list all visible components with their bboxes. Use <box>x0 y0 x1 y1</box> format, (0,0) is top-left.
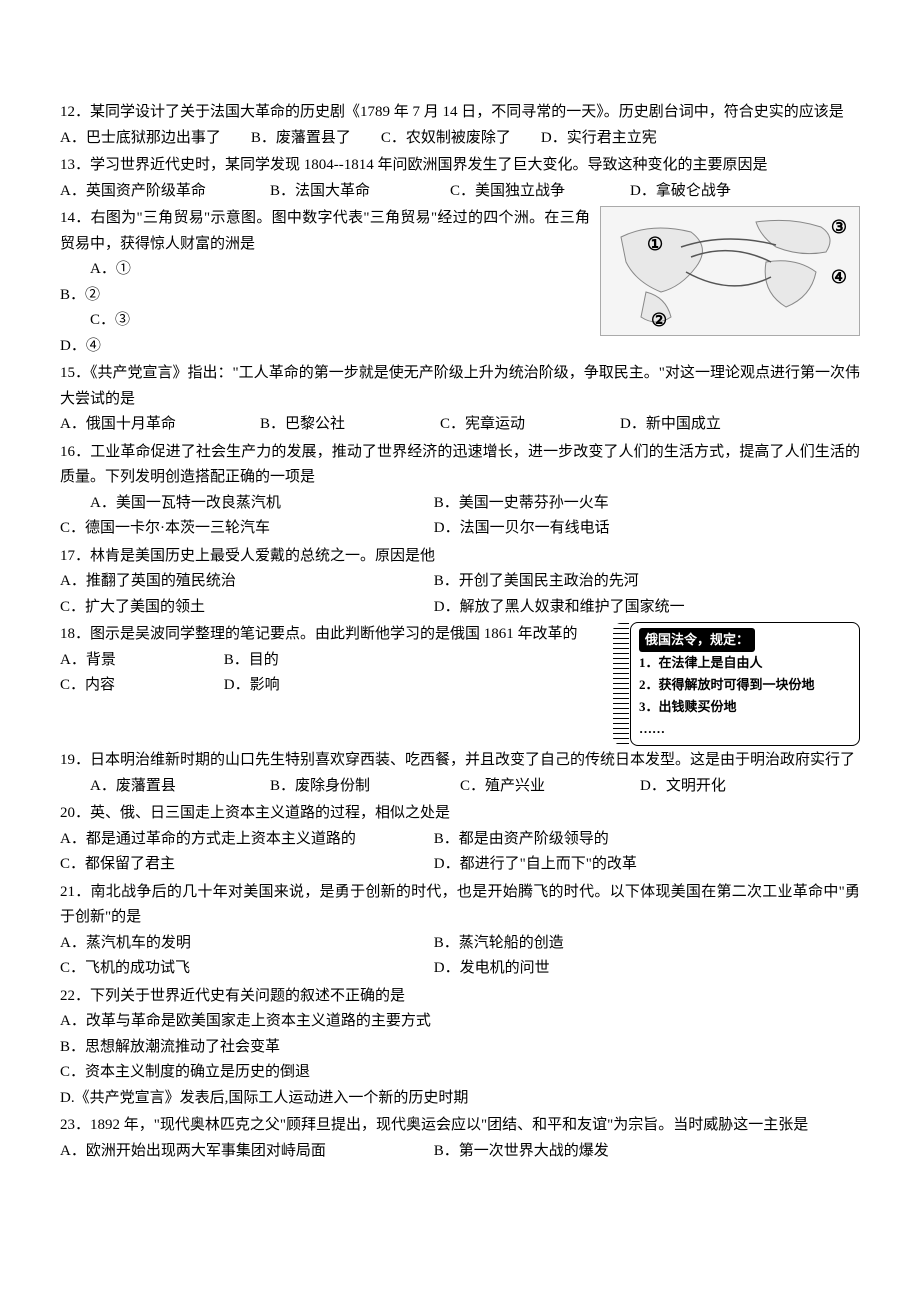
q14-opt-b: B．② <box>60 283 590 309</box>
question-18-text: 18．图示是吴波同学整理的笔记要点。由此判断他学习的是俄国 1861 年改革的 <box>60 622 602 648</box>
question-21: 21．南北战争后的几十年对美国来说，是勇于创新的时代，也是开始腾飞的时代。以下体… <box>60 880 860 982</box>
q16-opt-a: A．美国一瓦特一改良蒸汽机 <box>60 491 430 517</box>
q22-opt-d: D.《共产党宣言》发表后,国际工人运动进入一个新的历史时期 <box>60 1086 860 1112</box>
q18-opt-c: C．内容 <box>60 673 220 699</box>
map-svg <box>601 207 861 337</box>
question-23: 23．1892 年，"现代奥林匹克之父"顾拜旦提出，现代奥运会应以"团结、和平和… <box>60 1113 860 1164</box>
note-line-3: 3．出钱赎买份地 <box>639 696 851 718</box>
question-15-options: A．俄国十月革命 B．巴黎公社 C．宪章运动 D．新中国成立 <box>60 412 860 438</box>
q12-opt-a: A．巴士底狱那边出事了 <box>60 126 221 152</box>
q17-opt-b: B．开创了美国民主政治的先河 <box>434 573 639 589</box>
q19-opt-c: C．殖产兴业 <box>460 774 610 800</box>
question-14-options: A．① B．② C．③ D．④ <box>60 257 590 359</box>
question-22: 22．下列关于世界近代史有关问题的叙述不正确的是 A．改革与革命是欧美国家走上资… <box>60 984 860 1112</box>
q21-opt-b: B．蒸汽轮船的创造 <box>434 935 564 951</box>
q13-opt-b: B．法国大革命 <box>270 179 420 205</box>
question-17-text: 17．林肯是美国历史上最受人爱戴的总统之一。原因是他 <box>60 544 860 570</box>
question-13: 13．学习世界近代史时，某同学发现 1804--1814 年问欧洲国界发生了巨大… <box>60 153 860 204</box>
q17-opt-d: D．解放了黑人奴隶和维护了国家统一 <box>434 599 685 615</box>
question-12-text: 12．某同学设计了关于法国大革命的历史剧《1789 年 7 月 14 日，不同寻… <box>60 100 860 126</box>
q14-opt-c: C．③ <box>60 308 590 334</box>
map-label-2: ② <box>651 305 667 336</box>
q19-opt-b: B．废除身份制 <box>270 774 430 800</box>
question-20-text: 20．英、俄、日三国走上资本主义道路的过程，相似之处是 <box>60 801 860 827</box>
question-21-text: 21．南北战争后的几十年对美国来说，是勇于创新的时代，也是开始腾飞的时代。以下体… <box>60 880 860 931</box>
question-13-options: A．英国资产阶级革命 B．法国大革命 C．美国独立战争 D．拿破仑战争 <box>60 179 860 205</box>
q16-opt-b: B．美国一史蒂芬孙一火车 <box>434 495 609 511</box>
q16-opt-c: C．德国一卡尔·本茨一三轮汽车 <box>60 516 430 542</box>
russia-note-box: 俄国法令，规定： 1．在法律上是自由人 2．获得解放时可得到一块份地 3．出钱赎… <box>612 622 860 746</box>
q14-opt-a: A．① <box>60 257 590 283</box>
triangle-trade-map: ① ② ③ ④ <box>600 206 860 359</box>
q22-opt-c: C．资本主义制度的确立是历史的倒退 <box>60 1060 860 1086</box>
q18-opt-a: A．背景 <box>60 648 220 674</box>
question-16-text: 16．工业革命促进了社会生产力的发展，推动了世界经济的迅速增长，进一步改变了人们… <box>60 440 860 491</box>
q19-opt-a: A．废藩置县 <box>90 774 240 800</box>
note-line-1: 1．在法律上是自由人 <box>639 652 851 674</box>
note-title: 俄国法令，规定： <box>639 628 755 652</box>
question-20: 20．英、俄、日三国走上资本主义道路的过程，相似之处是 A．都是通过革命的方式走… <box>60 801 860 878</box>
q21-opt-a: A．蒸汽机车的发明 <box>60 931 430 957</box>
q15-opt-d: D．新中国成立 <box>620 412 721 438</box>
q19-opt-d: D．文明开化 <box>640 774 726 800</box>
map-label-4: ④ <box>831 262 847 293</box>
q15-opt-c: C．宪章运动 <box>440 412 590 438</box>
question-22-options: A．改革与革命是欧美国家走上资本主义道路的主要方式 B．思想解放潮流推动了社会变… <box>60 1009 860 1111</box>
note-line-4: …… <box>639 718 851 740</box>
question-18-options: A．背景 B．目的 C．内容 D．影响 <box>60 648 602 699</box>
q22-opt-b: B．思想解放潮流推动了社会变革 <box>60 1035 860 1061</box>
q15-opt-b: B．巴黎公社 <box>260 412 410 438</box>
note-line-2: 2．获得解放时可得到一块份地 <box>639 674 851 696</box>
q12-opt-c: C．农奴制被废除了 <box>381 126 511 152</box>
map-label-1: ① <box>647 229 663 260</box>
q22-opt-a: A．改革与革命是欧美国家走上资本主义道路的主要方式 <box>60 1009 860 1035</box>
map-label-3: ③ <box>831 212 847 243</box>
q13-opt-d: D．拿破仑战争 <box>630 179 731 205</box>
question-15: 15．《共产党宣言》指出："工人革命的第一步就是使无产阶级上升为统治阶级，争取民… <box>60 361 860 438</box>
question-19-text: 19．日本明治维新时期的山口先生特别喜欢穿西装、吃西餐，并且改变了自己的传统日本… <box>60 748 860 774</box>
q13-opt-a: A．英国资产阶级革命 <box>60 179 240 205</box>
q20-opt-a: A．都是通过革命的方式走上资本主义道路的 <box>60 827 430 853</box>
question-23-options: A．欧洲开始出现两大军事集团对峙局面 B．第一次世界大战的爆发 <box>60 1139 860 1165</box>
q17-opt-a: A．推翻了英国的殖民统治 <box>60 569 430 595</box>
q23-opt-b: B．第一次世界大战的爆发 <box>434 1143 609 1159</box>
q20-opt-b: B．都是由资产阶级领导的 <box>434 831 609 847</box>
question-12: 12．某同学设计了关于法国大革命的历史剧《1789 年 7 月 14 日，不同寻… <box>60 100 860 151</box>
q17-opt-c: C．扩大了美国的领土 <box>60 595 430 621</box>
q20-opt-d: D．都进行了"自上而下"的改革 <box>434 856 637 872</box>
q14-opt-d: D．④ <box>60 334 590 360</box>
question-21-options: A．蒸汽机车的发明 B．蒸汽轮船的创造 C．飞机的成功试飞 D．发电机的问世 <box>60 931 860 982</box>
q18-opt-d: D．影响 <box>224 677 280 693</box>
question-19: 19．日本明治维新时期的山口先生特别喜欢穿西装、吃西餐，并且改变了自己的传统日本… <box>60 748 860 799</box>
q20-opt-c: C．都保留了君主 <box>60 852 430 878</box>
q21-opt-c: C．飞机的成功试飞 <box>60 956 430 982</box>
question-16: 16．工业革命促进了社会生产力的发展，推动了世界经济的迅速增长，进一步改变了人们… <box>60 440 860 542</box>
q13-opt-c: C．美国独立战争 <box>450 179 600 205</box>
question-18: 18．图示是吴波同学整理的笔记要点。由此判断他学习的是俄国 1861 年改革的 … <box>60 622 860 746</box>
question-23-text: 23．1892 年，"现代奥林匹克之父"顾拜旦提出，现代奥运会应以"团结、和平和… <box>60 1113 860 1139</box>
question-22-text: 22．下列关于世界近代史有关问题的叙述不正确的是 <box>60 984 860 1010</box>
q21-opt-d: D．发电机的问世 <box>434 960 550 976</box>
q12-opt-d: D．实行君主立宪 <box>541 126 657 152</box>
question-19-options: A．废藩置县 B．废除身份制 C．殖产兴业 D．文明开化 <box>60 774 860 800</box>
question-20-options: A．都是通过革命的方式走上资本主义道路的 B．都是由资产阶级领导的 C．都保留了… <box>60 827 860 878</box>
question-13-text: 13．学习世界近代史时，某同学发现 1804--1814 年问欧洲国界发生了巨大… <box>60 153 860 179</box>
q23-opt-a: A．欧洲开始出现两大军事集团对峙局面 <box>60 1139 430 1165</box>
question-17-options: A．推翻了英国的殖民统治 B．开创了美国民主政治的先河 C．扩大了美国的领土 D… <box>60 569 860 620</box>
question-17: 17．林肯是美国历史上最受人爱戴的总统之一。原因是他 A．推翻了英国的殖民统治 … <box>60 544 860 621</box>
q15-opt-a: A．俄国十月革命 <box>60 412 230 438</box>
question-14-text: 14．右图为"三角贸易"示意图。图中数字代表"三角贸易"经过的四个洲。在三角贸易… <box>60 206 590 257</box>
q12-opt-b: B．废藩置县了 <box>251 126 351 152</box>
q16-opt-d: D．法国一贝尔一有线电话 <box>434 520 610 536</box>
q18-opt-b: B．目的 <box>224 652 279 668</box>
question-14: 14．右图为"三角贸易"示意图。图中数字代表"三角贸易"经过的四个洲。在三角贸易… <box>60 206 860 359</box>
question-16-options: A．美国一瓦特一改良蒸汽机 B．美国一史蒂芬孙一火车 C．德国一卡尔·本茨一三轮… <box>60 491 860 542</box>
question-12-options: A．巴士底狱那边出事了 B．废藩置县了 C．农奴制被废除了 D．实行君主立宪 <box>60 126 860 152</box>
question-15-text: 15．《共产党宣言》指出："工人革命的第一步就是使无产阶级上升为统治阶级，争取民… <box>60 361 860 412</box>
